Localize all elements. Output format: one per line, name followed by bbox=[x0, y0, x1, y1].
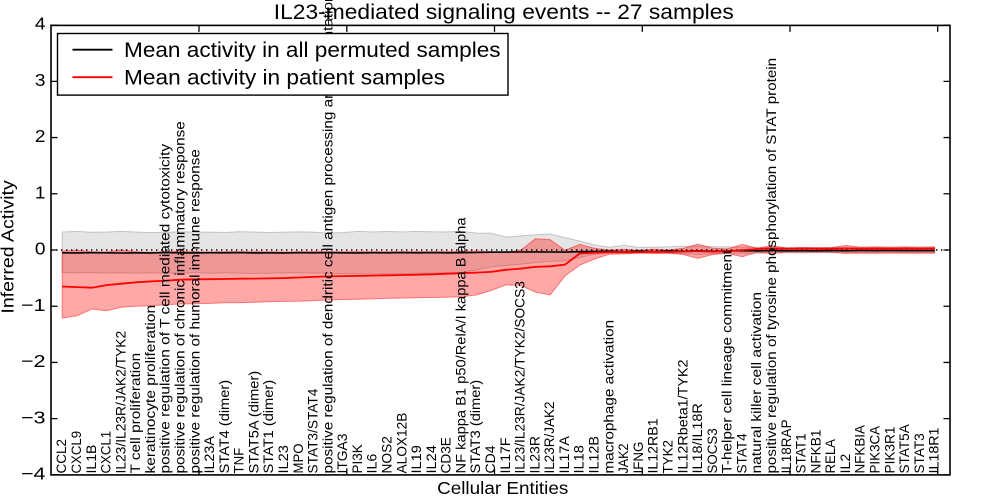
svg-text:IL23-mediated signaling events: IL23-mediated signaling events -- 27 sam… bbox=[274, 0, 734, 24]
svg-text:RELA: RELA bbox=[823, 439, 839, 474]
svg-text:Mean activity in patient sampl: Mean activity in patient samples bbox=[124, 66, 445, 89]
svg-text:STAT3/STAT4: STAT3/STAT4 bbox=[306, 389, 322, 474]
svg-text:3: 3 bbox=[35, 70, 46, 90]
svg-text:IL23: IL23 bbox=[276, 445, 292, 473]
svg-text:positive regulation of humoral: positive regulation of humoral immune re… bbox=[187, 149, 203, 473]
svg-text:keratinocyte proliferation: keratinocyte proliferation bbox=[143, 305, 159, 474]
svg-text:STAT3: STAT3 bbox=[912, 433, 928, 473]
svg-text:IL2: IL2 bbox=[838, 454, 854, 474]
svg-text:positive regulation of T cell: positive regulation of T cell mediated c… bbox=[158, 143, 174, 474]
svg-text:IL18RAP: IL18RAP bbox=[779, 419, 795, 473]
svg-text:IL6: IL6 bbox=[365, 454, 381, 474]
svg-text:CXCL1: CXCL1 bbox=[99, 431, 115, 474]
svg-text:IFNG: IFNG bbox=[631, 442, 647, 474]
svg-text:1: 1 bbox=[35, 182, 46, 202]
svg-text:JAK2: JAK2 bbox=[616, 443, 632, 473]
svg-text:Mean activity in all permuted: Mean activity in all permuted samples bbox=[124, 39, 501, 62]
svg-text:IL23/IL23R/JAK2/TYK2/SOCS3: IL23/IL23R/JAK2/TYK2/SOCS3 bbox=[513, 281, 529, 474]
svg-text:natural killer cell activation: natural killer cell activation bbox=[749, 292, 765, 474]
svg-text:IL23R: IL23R bbox=[527, 436, 543, 474]
svg-text:IL1B: IL1B bbox=[84, 445, 100, 474]
svg-text:IL23R/JAK2: IL23R/JAK2 bbox=[542, 401, 558, 473]
svg-text:IL18/IL18R: IL18/IL18R bbox=[690, 403, 706, 473]
svg-text:IL24: IL24 bbox=[424, 445, 440, 473]
svg-text:IL12B: IL12B bbox=[587, 436, 603, 473]
svg-text:−3: −3 bbox=[21, 407, 46, 427]
svg-text:2: 2 bbox=[35, 126, 46, 146]
svg-text:IL18R1: IL18R1 bbox=[927, 427, 943, 473]
svg-text:STAT4 (dimer): STAT4 (dimer) bbox=[217, 380, 233, 474]
svg-text:IL23/IL23R/JAK2/TYK2: IL23/IL23R/JAK2/TYK2 bbox=[113, 331, 129, 474]
svg-text:STAT1 (dimer): STAT1 (dimer) bbox=[261, 380, 277, 474]
svg-text:STAT4: STAT4 bbox=[734, 433, 750, 473]
svg-text:CD3E: CD3E bbox=[439, 437, 455, 473]
svg-text:PIK3R1: PIK3R1 bbox=[882, 427, 898, 474]
svg-text:CXCL9: CXCL9 bbox=[69, 431, 85, 474]
svg-text:0: 0 bbox=[35, 239, 46, 259]
svg-text:positive regulation of tyrosin: positive regulation of tyrosine phosphor… bbox=[764, 58, 780, 474]
svg-text:STAT5A (dimer): STAT5A (dimer) bbox=[246, 371, 262, 474]
svg-text:IL12RB1: IL12RB1 bbox=[646, 418, 662, 473]
svg-text:macrophage activation: macrophage activation bbox=[601, 320, 617, 474]
svg-text:ALOX12B: ALOX12B bbox=[394, 413, 410, 474]
svg-text:IL12Rbeta1/TYK2: IL12Rbeta1/TYK2 bbox=[675, 359, 691, 473]
svg-text:SOCS3: SOCS3 bbox=[705, 428, 721, 473]
svg-text:IL18: IL18 bbox=[572, 445, 588, 473]
svg-text:Cellular Entities: Cellular Entities bbox=[437, 478, 568, 498]
svg-text:NF kappa B1 p50/RelA/I kappa B: NF kappa B1 p50/RelA/I kappa B alpha bbox=[453, 217, 469, 473]
svg-text:positive regulation of dendrit: positive regulation of dendritic cell an… bbox=[320, 0, 336, 474]
svg-text:−4: −4 bbox=[21, 464, 46, 484]
svg-text:CD4: CD4 bbox=[483, 445, 499, 473]
svg-text:CCL2: CCL2 bbox=[54, 439, 70, 474]
svg-text:positive regulation of chronic: positive regulation of chronic inflammat… bbox=[173, 121, 189, 473]
svg-text:MPO: MPO bbox=[291, 444, 307, 474]
svg-text:−1: −1 bbox=[21, 295, 46, 315]
svg-text:Inferred Activity: Inferred Activity bbox=[0, 180, 18, 313]
svg-text:ITGA3: ITGA3 bbox=[335, 433, 351, 473]
svg-text:IL17F: IL17F bbox=[498, 437, 514, 473]
svg-text:IL19: IL19 bbox=[409, 445, 425, 473]
svg-text:NFKB1: NFKB1 bbox=[808, 430, 824, 474]
svg-text:IL17A: IL17A bbox=[557, 436, 573, 474]
svg-text:TYK2: TYK2 bbox=[661, 440, 677, 474]
svg-text:TNF: TNF bbox=[232, 448, 248, 474]
svg-text:4: 4 bbox=[35, 14, 46, 34]
svg-text:T cell proliferation: T cell proliferation bbox=[128, 353, 144, 474]
svg-text:T-helper cell lineage commitme: T-helper cell lineage commitment bbox=[720, 250, 736, 474]
svg-text:PI3K: PI3K bbox=[350, 444, 366, 474]
svg-text:NOS2: NOS2 bbox=[380, 436, 396, 474]
svg-text:IL23A: IL23A bbox=[202, 436, 218, 474]
svg-text:STAT3 (dimer): STAT3 (dimer) bbox=[468, 380, 484, 474]
svg-text:STAT1: STAT1 bbox=[794, 433, 810, 473]
svg-text:PIK3CA: PIK3CA bbox=[868, 425, 884, 473]
svg-text:−2: −2 bbox=[21, 351, 46, 371]
svg-text:STAT5A: STAT5A bbox=[897, 424, 913, 474]
svg-text:NFKBIA: NFKBIA bbox=[853, 424, 869, 473]
